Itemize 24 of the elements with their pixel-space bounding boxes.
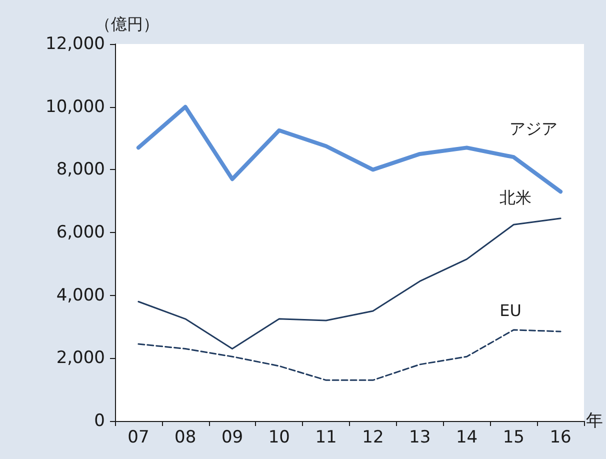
y-tick-label: 6,000 [56,222,105,242]
x-tick-label: 12 [362,428,384,448]
x-tick-label: 14 [456,428,478,448]
series-label: EU [500,300,522,320]
x-tick-label: 16 [550,428,572,448]
line-series [138,218,562,350]
x-tick-label: 15 [502,428,524,448]
x-tick-label: 09 [221,428,244,448]
x-tick-label: 13 [409,428,431,448]
x-tick-label: 07 [128,428,150,448]
x-axis-title: 年 [586,411,603,431]
x-tick-label: 10 [268,428,290,448]
line-series [138,329,562,381]
series-label: アジア [510,119,558,138]
y-tick-label: 8,000 [56,160,105,180]
x-tick-label: 08 [174,428,196,448]
y-tick-label: 2,000 [56,348,105,368]
series-label: 北米 [500,188,532,207]
y-tick-label: 4,000 [56,285,105,306]
y-tick-label: 10,000 [46,96,105,117]
y-tick-label: 0 [94,411,105,431]
y-tick-label: 12,000 [46,34,105,54]
y-axis-title: （億円） [95,14,159,34]
x-tick-label: 11 [315,428,337,448]
